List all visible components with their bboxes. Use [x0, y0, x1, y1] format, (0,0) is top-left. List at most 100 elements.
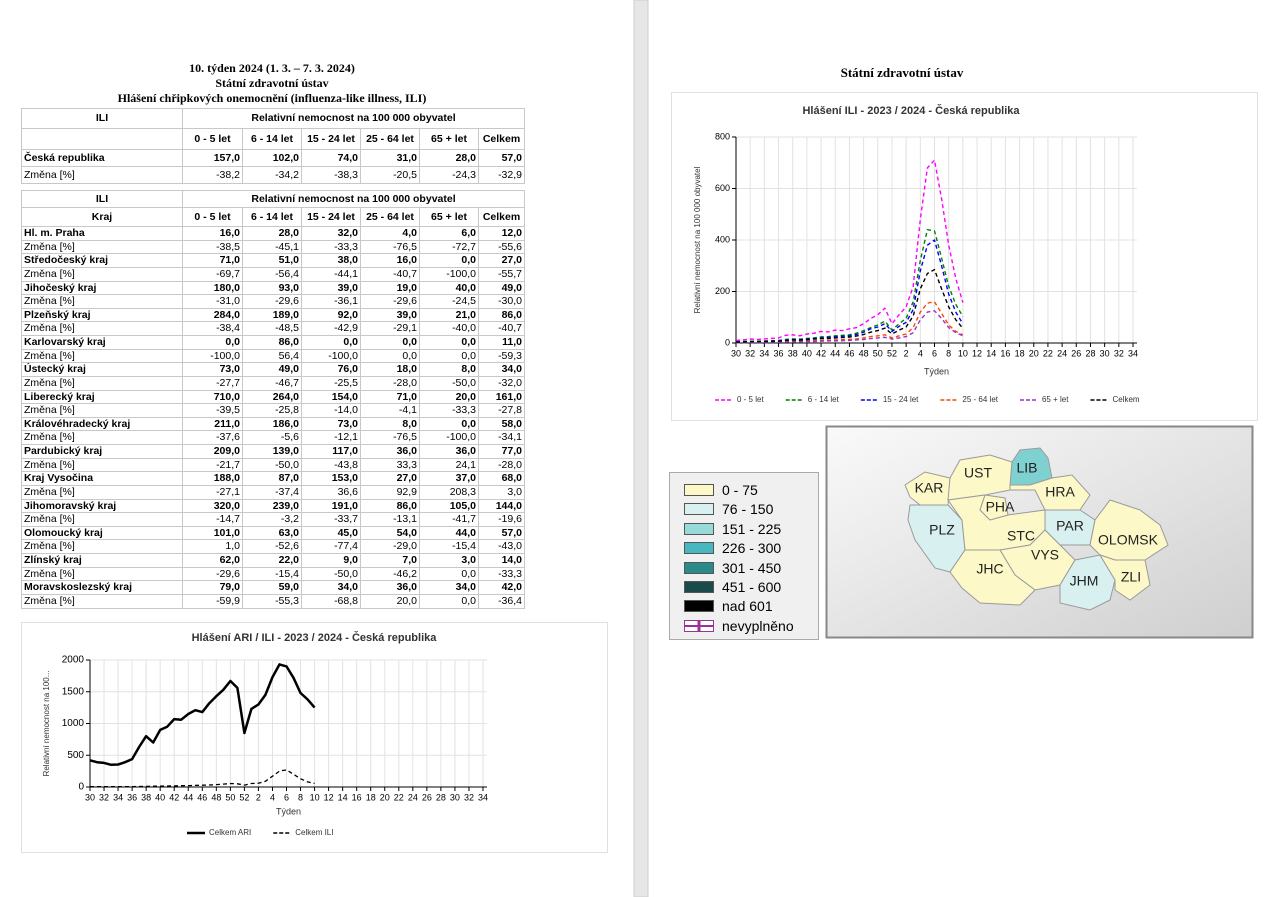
value-cell: 105,0 [419, 498, 479, 514]
x-tick-label: 34 [1128, 348, 1138, 358]
table-row: Změna [%] -27,7 -46,7 -25,5 -28,0 -50,0 -32,0 [21, 375, 525, 391]
value-cell: 24,1 [419, 457, 479, 473]
row-label: Ústecký kraj [21, 362, 183, 377]
value-cell: 710,0 [182, 389, 243, 405]
value-cell: -13,1 [360, 512, 420, 527]
right-header: Státní zdravotní ústav [841, 65, 964, 80]
value-cell: 4,0 [360, 226, 420, 241]
value-cell: 93,0 [242, 280, 302, 296]
value-cell: -72,7 [419, 239, 479, 255]
series-line [735, 159, 964, 342]
x-tick-label: 38 [788, 348, 798, 358]
value-cell: 34,0 [478, 362, 525, 377]
value-cell: 28,0 [242, 226, 302, 241]
legend-item: nevyplněno [684, 617, 794, 635]
value-cell: -15,4 [242, 566, 302, 582]
value-cell: -50,0 [419, 375, 479, 391]
value-cell: -34,2 [242, 166, 302, 184]
column-header: 15 - 24 let [301, 207, 361, 227]
x-tick-label: 46 [844, 348, 854, 358]
value-cell: -27,8 [478, 403, 525, 418]
x-tick-label: 10 [310, 792, 320, 802]
table-row: Královéhradecký kraj 211,0 186,0 73,0 8,0 0,0… [21, 416, 525, 432]
value-cell: -46,2 [360, 566, 420, 582]
value-cell: -33,3 [419, 403, 479, 418]
value-cell: 27,0 [478, 253, 525, 268]
row-label: Změna [%] [21, 239, 183, 255]
value-cell: 28,0 [419, 149, 479, 167]
value-cell: -31,0 [182, 294, 243, 309]
page-divider [633, 0, 649, 897]
x-tick-label: 52 [887, 348, 897, 358]
row-label: Změna [%] [21, 348, 183, 364]
x-tick-label: 22 [394, 792, 404, 802]
row-label: Olomoucký kraj [21, 525, 183, 541]
region-label: PAR [1056, 518, 1084, 534]
value-cell: 36,6 [301, 484, 361, 500]
legend-label: 15 - 24 let [883, 395, 919, 404]
x-tick-label: 48 [211, 792, 221, 802]
value-cell: 77,0 [478, 444, 525, 459]
column-header: 15 - 24 let [301, 128, 361, 150]
table-row: Karlovarský kraj 0,0 86,0 0,0 0,0 0,0 11,0 [21, 335, 525, 350]
value-cell: 0,0 [360, 335, 420, 350]
y-tick-label: 800 [715, 131, 730, 141]
legend-swatch [684, 619, 714, 632]
row-label: Pardubický kraj [21, 444, 183, 459]
table-row: Olomoucký kraj 101,0 63,0 45,0 54,0 44,0 57,0 [21, 525, 525, 541]
value-cell: 74,0 [301, 149, 361, 167]
value-cell: 34,0 [301, 580, 361, 595]
header-row: 0 - 5 let 6 - 14 let 15 - 24 let 25 - 64 le… [21, 128, 525, 150]
value-cell: -4,1 [360, 403, 420, 418]
column-header: Celkem [478, 207, 525, 227]
map-region [979, 494, 1009, 521]
row-label: Změna [%] [21, 566, 183, 582]
header-row: ILI Relativní nemocnost na 100 000 obyvat… [21, 190, 525, 208]
x-axis-label: Týden [924, 366, 949, 376]
x-tick-label: 18 [1015, 348, 1025, 358]
value-cell: 188,0 [182, 471, 243, 486]
legend-swatch [684, 581, 714, 593]
table-row: Změna [%] -39,5 -25,8 -14,0 -4,1 -33,3 -27,8 [21, 403, 525, 418]
value-cell: -24,5 [419, 294, 479, 309]
legend-item: 151 - 225 [684, 520, 781, 538]
value-cell: -56,4 [242, 266, 302, 282]
value-cell: -40,0 [419, 321, 479, 336]
region-label: JHC [976, 561, 1003, 577]
value-cell: 37,0 [419, 471, 479, 486]
legend-label: Celkem [1112, 395, 1139, 404]
header-cell: Relativní nemocnost na 100 000 obyvatel [182, 108, 525, 129]
row-label: Jihomoravský kraj [21, 498, 183, 514]
value-cell: 63,0 [242, 525, 302, 541]
value-cell: 86,0 [242, 335, 302, 350]
x-tick-label: 32 [745, 348, 755, 358]
value-cell: -30,0 [478, 294, 525, 309]
value-cell: -3,2 [242, 512, 302, 527]
header-row: ILI Relativní nemocnost na 100 000 obyvat… [21, 108, 525, 129]
value-cell: 71,0 [182, 253, 243, 268]
header-cell: ILI [21, 190, 183, 208]
legend-item: nad 601 [684, 597, 773, 615]
row-label: Změna [%] [21, 593, 183, 609]
value-cell: -14,0 [301, 403, 361, 418]
legend-swatch [684, 561, 714, 574]
value-cell: -28,0 [360, 375, 420, 391]
x-tick-label: 26 [1071, 348, 1081, 358]
table-row: Změna [%] -37,6 -5,6 -12,1 -76,5 -100,0 -34,1 [21, 430, 525, 445]
value-cell: 191,0 [301, 498, 361, 514]
value-cell: 209,0 [182, 444, 243, 459]
legend-item: 301 - 450 [684, 559, 781, 577]
x-tick-label: 22 [1043, 348, 1053, 358]
value-cell: 144,0 [478, 498, 525, 514]
value-cell: 189,0 [242, 307, 302, 323]
region-label: PLZ [929, 522, 955, 538]
legend-item: 0 - 75 [684, 481, 758, 499]
value-cell: 86,0 [478, 307, 525, 323]
value-cell: 49,0 [478, 280, 525, 296]
value-cell: -29,6 [242, 294, 302, 309]
value-cell: 8,0 [360, 416, 420, 432]
value-cell: -21,7 [182, 457, 243, 473]
column-header: 25 - 64 let [360, 128, 420, 150]
x-tick-label: 36 [774, 348, 784, 358]
